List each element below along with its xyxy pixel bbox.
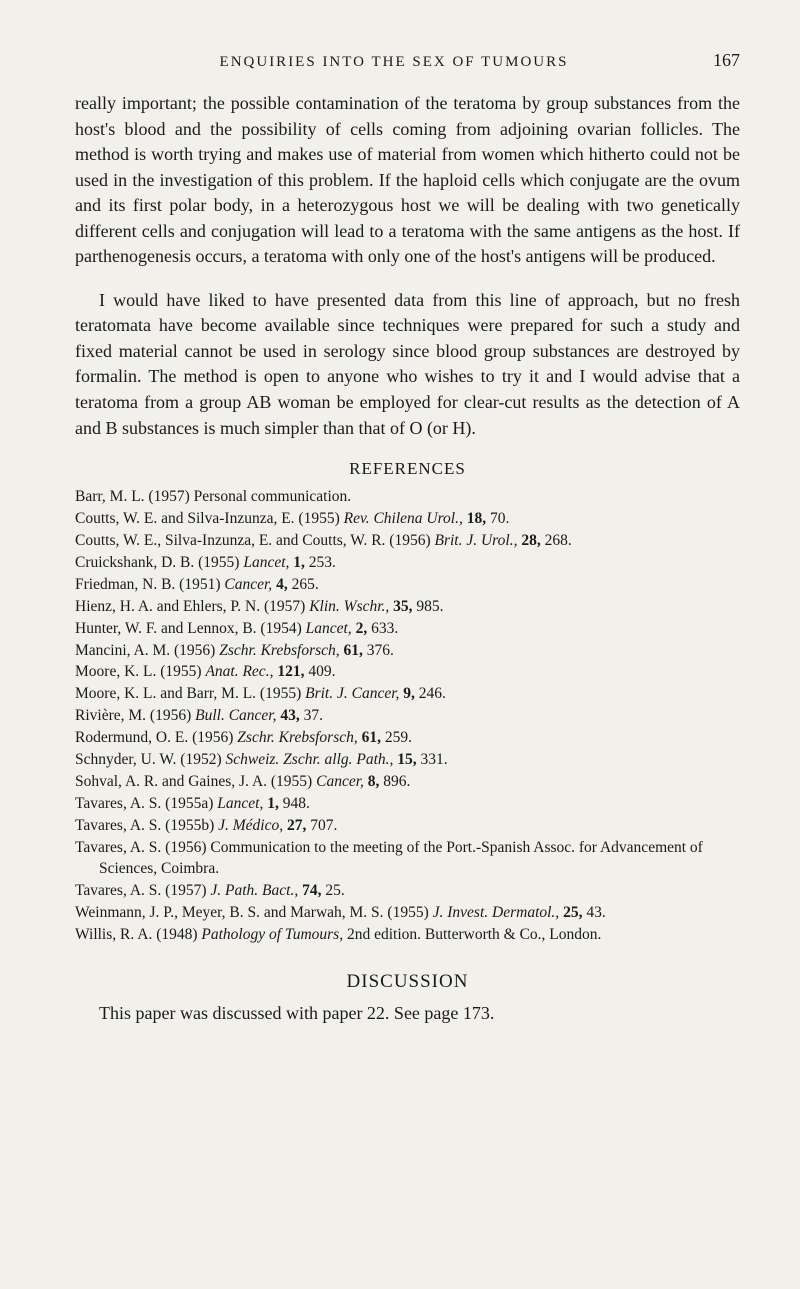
reference-entry: Willis, R. A. (1948) Pathology of Tumour…	[75, 925, 740, 946]
reference-entry: Moore, K. L. (1955) Anat. Rec., 121, 409…	[75, 662, 740, 683]
references-heading: REFERENCES	[75, 459, 740, 479]
discussion-text: This paper was discussed with paper 22. …	[75, 1003, 740, 1024]
body-paragraph-1: really important; the possible contamina…	[75, 91, 740, 270]
reference-entry: Barr, M. L. (1957) Personal communicatio…	[75, 487, 740, 508]
reference-entry: Cruickshank, D. B. (1955) Lancet, 1, 253…	[75, 553, 740, 574]
reference-entry: Moore, K. L. and Barr, M. L. (1955) Brit…	[75, 684, 740, 705]
reference-entry: Mancini, A. M. (1956) Zschr. Krebsforsch…	[75, 641, 740, 662]
reference-entry: Friedman, N. B. (1951) Cancer, 4, 265.	[75, 575, 740, 596]
reference-entry: Coutts, W. E., Silva-Inzunza, E. and Cou…	[75, 531, 740, 552]
reference-entry: Rodermund, O. E. (1956) Zschr. Krebsfors…	[75, 728, 740, 749]
reference-entry: Weinmann, J. P., Meyer, B. S. and Marwah…	[75, 903, 740, 924]
reference-entry: Hunter, W. F. and Lennox, B. (1954) Lanc…	[75, 619, 740, 640]
reference-entry: Coutts, W. E. and Silva-Inzunza, E. (195…	[75, 509, 740, 530]
discussion-heading: DISCUSSION	[75, 971, 740, 993]
reference-entry: Tavares, A. S. (1957) J. Path. Bact., 74…	[75, 881, 740, 902]
reference-entry: Tavares, A. S. (1955a) Lancet, 1, 948.	[75, 794, 740, 815]
page-number: 167	[713, 50, 740, 71]
reference-entry: Sohval, A. R. and Gaines, J. A. (1955) C…	[75, 772, 740, 793]
reference-entry: Hienz, H. A. and Ehlers, P. N. (1957) Kl…	[75, 597, 740, 618]
reference-entry: Tavares, A. S. (1955b) J. Médico, 27, 70…	[75, 816, 740, 837]
reference-entry: Schnyder, U. W. (1952) Schweiz. Zschr. a…	[75, 750, 740, 771]
running-head: ENQUIRIES INTO THE SEX OF TUMOURS	[75, 54, 713, 71]
page-header: ENQUIRIES INTO THE SEX OF TUMOURS 167	[75, 50, 740, 71]
reference-entry: Tavares, A. S. (1956) Communication to t…	[75, 838, 740, 880]
references-list: Barr, M. L. (1957) Personal communicatio…	[75, 487, 740, 945]
body-paragraph-2: I would have liked to have presented dat…	[75, 288, 740, 441]
reference-entry: Rivière, M. (1956) Bull. Cancer, 43, 37.	[75, 706, 740, 727]
